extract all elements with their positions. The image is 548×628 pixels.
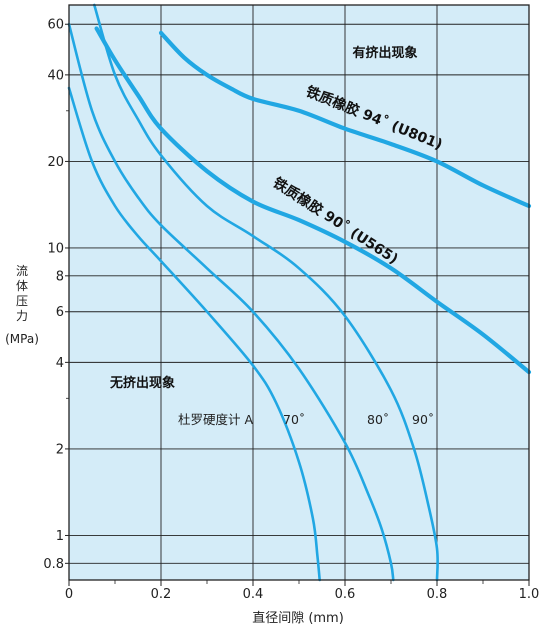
y-tick-label: 1 bbox=[56, 529, 64, 544]
x-tick-label: 1.0 bbox=[519, 587, 540, 602]
series-line-3 bbox=[67, 22, 395, 582]
x-tick-label: 0.8 bbox=[427, 587, 448, 602]
y-tick-label: 20 bbox=[47, 155, 64, 170]
hardness-label: 杜罗硬度计 A bbox=[178, 412, 253, 427]
y-tick-label: 60 bbox=[47, 18, 64, 33]
series-line-4 bbox=[67, 86, 321, 582]
y-axis-label: 流 体 压 力 (MPa) bbox=[5, 264, 39, 346]
series-line-1 bbox=[94, 26, 532, 375]
y-tick-label: 6 bbox=[56, 305, 64, 320]
y-tick-label: 8 bbox=[56, 269, 64, 284]
hardness-80-label: 80˚ bbox=[367, 412, 389, 427]
y-axis-label-unit: (MPa) bbox=[5, 332, 39, 346]
x-tick-label: 0.4 bbox=[243, 587, 264, 602]
y-tick-label: 0.8 bbox=[43, 557, 64, 572]
x-tick-label: 0 bbox=[65, 587, 73, 602]
plot-area bbox=[69, 5, 529, 580]
y-tick-label: 2 bbox=[56, 442, 64, 457]
series-line-2 bbox=[93, 3, 439, 582]
series-line-0 bbox=[158, 30, 532, 209]
x-tick-label: 0.2 bbox=[151, 587, 172, 602]
y-axis-label-char: 压 bbox=[16, 294, 28, 308]
hardness-70-label: 70˚ bbox=[283, 412, 305, 427]
y-tick-label: 40 bbox=[47, 68, 64, 83]
y-tick-label: 4 bbox=[56, 356, 64, 371]
x-axis-label: 直径间隙 (mm) bbox=[252, 611, 344, 626]
y-tick-label: 10 bbox=[47, 241, 64, 256]
hardness-90-label: 90˚ bbox=[412, 412, 434, 427]
no-extrusion-region-label: 无挤出现象 bbox=[109, 375, 175, 391]
extrusion-region-label: 有挤出现象 bbox=[352, 45, 417, 61]
x-tick-label: 0.6 bbox=[335, 587, 356, 602]
y-axis-label-char: 流 bbox=[16, 264, 28, 278]
y-axis-label-char: 体 bbox=[16, 279, 28, 293]
y-axis-label-char: 力 bbox=[16, 309, 28, 323]
